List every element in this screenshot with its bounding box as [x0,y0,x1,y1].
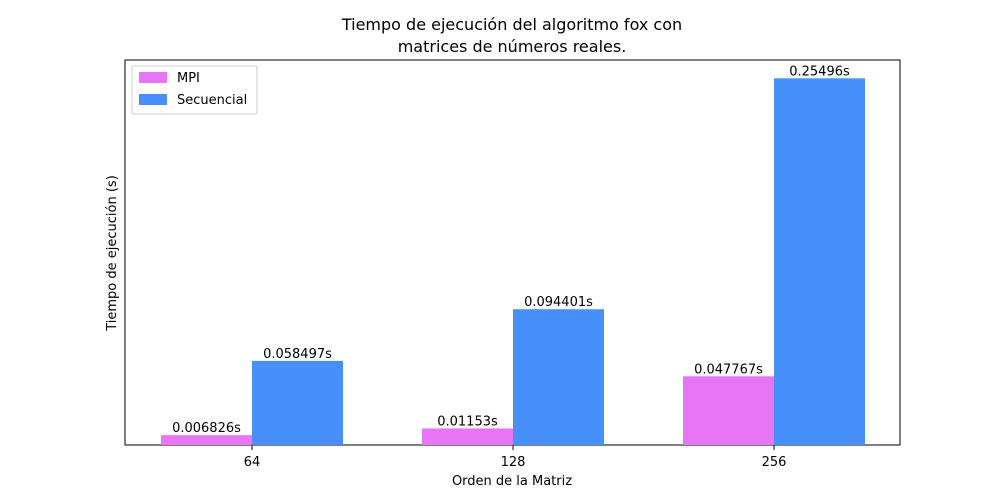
bar-value-label-secuencial-256: 0.25496s [789,64,850,79]
chart-title-line-1: Tiempo de ejecución del algoritmo fox co… [341,15,682,34]
legend-swatch-mpi [139,72,167,83]
bar-value-label-secuencial-128: 0.094401s [524,295,593,310]
legend-label-secuencial: Secuencial [177,93,247,108]
bar-value-label-secuencial-64: 0.058497s [263,347,332,362]
bar-secuencial-128 [513,309,604,445]
y-axis-label: Tiempo de ejecución (s) [105,175,120,332]
x-tick-label-256: 256 [762,455,787,470]
bar-mpi-64 [161,435,252,445]
bar-value-label-mpi-64: 0.006826s [172,421,241,436]
bar-mpi-128 [422,428,513,445]
x-ticks-group: 64 128 256 [244,445,787,470]
bar-value-label-mpi-128: 0.01153s [437,414,498,429]
chart-title-line-2: matrices de números reales. [398,37,627,56]
x-tick-label-64: 64 [244,455,261,470]
legend-swatch-secuencial [139,94,167,105]
bar-secuencial-64 [252,360,343,445]
bar-secuencial-256 [774,78,865,445]
legend: MPI Secuencial [131,65,258,115]
bars-group: 0.006826s 0.058497s 0.01153s 0.094401s 0.047… [161,64,865,445]
bar-mpi-256 [683,376,774,445]
x-tick-label-128: 128 [501,455,526,470]
legend-label-mpi: MPI [177,71,200,86]
bar-value-label-mpi-256: 0.047767s [694,362,763,377]
x-axis-label: Orden de la Matriz [452,474,572,489]
